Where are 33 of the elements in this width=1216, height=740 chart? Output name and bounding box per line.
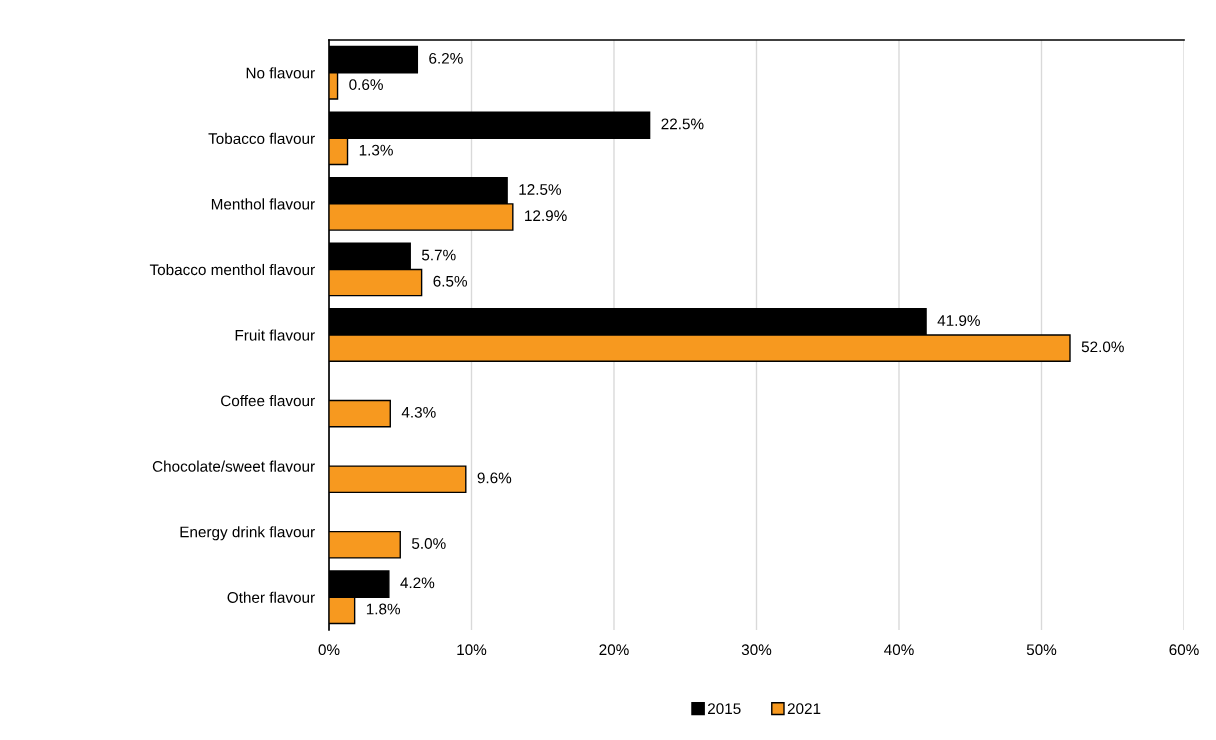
y-tick-label: Tobacco flavour — [208, 132, 315, 145]
x-tick-label: 40% — [884, 644, 914, 656]
y-tick-label: No flavour — [246, 67, 315, 79]
data-label: 52.0% — [1081, 341, 1124, 353]
y-tick-label: Tobacco menthol flavour — [149, 263, 315, 276]
data-label: 9.6% — [477, 472, 512, 484]
data-label: 0.6% — [349, 79, 383, 90]
data-label: 6.2% — [429, 52, 463, 64]
x-tick-label: 60% — [1169, 644, 1199, 656]
y-tick-label: Energy drink flavour — [180, 526, 315, 541]
y-tick-label: Coffee flavour — [221, 395, 315, 407]
y-tick-label: Menthol flavour — [211, 198, 315, 210]
y-tick-label: Fruit flavour — [235, 329, 315, 341]
data-label: 12.5% — [519, 184, 562, 195]
x-tick-label: 30% — [741, 644, 772, 656]
data-label: 41.9% — [937, 315, 980, 326]
data-label: 12.9% — [525, 210, 567, 222]
data-label: 5.0% — [411, 538, 446, 549]
data-label: 1.8% — [366, 603, 401, 615]
data-label: 4.3% — [401, 406, 436, 418]
x-tick-label: 20% — [599, 644, 629, 656]
y-tick-label: Other flavour — [227, 591, 315, 603]
x-tick-label: 0% — [318, 644, 340, 656]
data-label: 5.7% — [421, 249, 456, 261]
data-label: 22.5% — [661, 118, 704, 130]
legend-label: 2015 — [708, 703, 741, 715]
data-label: 6.5% — [433, 275, 468, 287]
data-label: 1.3% — [359, 144, 393, 156]
x-tick-label: 10% — [457, 644, 487, 656]
legend-label: 2021 — [787, 703, 821, 715]
x-tick-label: 50% — [1026, 644, 1057, 656]
y-tick-label: Chocolate/sweet flavour — [152, 460, 315, 472]
data-label: 4.2% — [400, 577, 435, 589]
